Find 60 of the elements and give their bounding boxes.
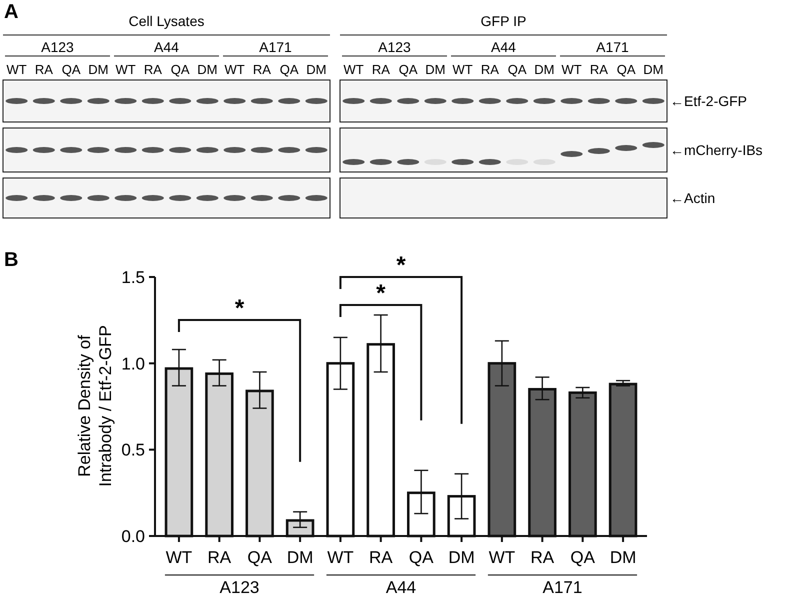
text: QA [170,62,190,77]
text: A171 [596,39,630,55]
x-tick-label: WT [327,548,354,567]
text: RA [372,62,390,77]
text: DM [534,62,554,77]
text: A123 [378,39,412,55]
annotation: * [396,252,406,279]
text: QA [62,62,81,77]
text: WT [116,62,136,77]
text: RA [590,62,608,77]
text: A44 [154,39,180,55]
text: RA [144,62,162,77]
text: Cell Lysates [128,13,204,29]
text: GFP IP [480,13,526,29]
text: QA [280,62,299,77]
annotation: * [234,295,245,322]
text: DM [306,62,326,77]
y-tick-label: 1.5 [121,268,145,287]
text: WT [562,62,582,77]
x-tick-label: DM [610,548,636,567]
chart-title: B [4,249,18,271]
text: DM [643,62,664,77]
y-axis-title: Relative Density of Intrabody / Etf-2-GFP [75,325,115,487]
x-tick-label: RA [530,548,555,567]
text: A44 [386,578,416,597]
x-tick-label: DM [286,548,314,567]
text: A44 [491,39,516,55]
annotation: * [376,280,386,307]
x-tick-label: QA [408,548,434,567]
text: WT [6,62,27,77]
text: QA [508,62,527,77]
text: RA [252,62,272,77]
text: DM [197,62,218,77]
text: ←mCherry-IBs [670,142,763,158]
text: A171 [259,39,292,55]
text: DM [425,62,446,77]
text: RA [480,62,500,77]
x-tick-label: DM [448,548,475,567]
text: ←Etf-2-GFP [670,93,748,109]
text: A [4,1,18,23]
x-tick-label: QA [570,548,596,567]
text: A123 [41,39,74,55]
x-tick-label: WT [488,548,516,567]
text: QA [398,62,418,77]
x-tick-label: WT [166,548,192,567]
text: WT [224,62,245,77]
text: DM [88,62,108,77]
x-tick-label: RA [208,548,232,567]
x-tick-label: QA [247,548,273,567]
text: ←Actin [670,190,716,206]
text: RA [34,62,54,77]
text: A123 [220,578,260,597]
text: WT [344,62,364,77]
y-tick-label: 1.0 [121,354,145,374]
x-tick-label: RA [369,548,394,567]
text: WT [452,62,473,77]
y-tick-label: 0.0 [121,527,145,546]
text: A171 [542,578,582,597]
y-tick-label: 0.5 [121,440,145,460]
text: QA [616,62,636,77]
